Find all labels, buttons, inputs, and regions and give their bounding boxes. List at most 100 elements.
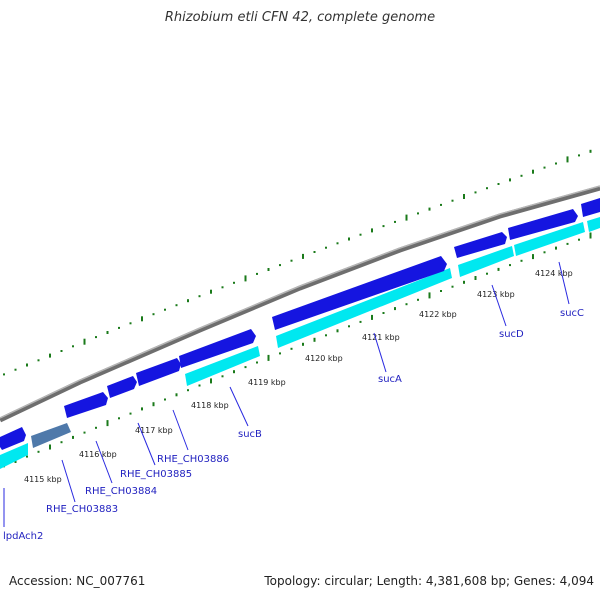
gc-mark [244,366,247,369]
gc-mark [141,316,143,322]
gc-mark [256,272,258,275]
kbp-tick-label: 4121 kbp [362,333,400,342]
gc-mark [26,363,28,367]
gene-leader-lines [3,261,570,527]
genome-backbone [0,185,600,423]
gene-label-rhe-ch03885[interactable]: RHE_CH03885 [120,469,192,480]
gene-arrow-rhe-ch03885[interactable] [107,376,137,398]
gc-mark [555,246,557,250]
accession-label: Accession: NC_007761 [9,574,146,588]
gc-mark [37,450,40,453]
cds-band-segment [0,443,28,469]
gc-content-outer-track [3,149,592,376]
gc-mark [221,286,224,289]
kbp-tick-label: 4117 kbp [135,426,173,435]
gc-mark [187,299,189,303]
gc-mark [3,373,5,376]
gc-mark [198,295,201,298]
leader-line [61,459,76,503]
gene-arrow-rhe-ch03886[interactable] [136,358,181,386]
leader-line [491,284,507,327]
gc-mark [382,225,385,228]
leader-line [95,440,113,484]
gc-mark [451,285,454,288]
gc-mark [428,207,431,211]
gc-mark [279,264,281,267]
gc-mark [164,398,166,401]
genome-backbone-highlight [0,185,600,419]
gc-mark [474,191,477,194]
gc-mark [279,352,281,355]
gc-mark [175,304,178,307]
gene-label-rhe-ch03883[interactable]: RHE_CH03883 [46,504,118,515]
gc-mark [589,232,592,239]
cds-band-segment [458,246,514,277]
gc-mark [532,254,534,260]
kbp-tick-label: 4116 kbp [79,450,117,459]
gc-mark [60,441,63,444]
gene-arrow-sucd[interactable] [454,232,507,258]
gc-mark [26,455,28,458]
gc-mark [555,162,557,165]
cds-band-segment [587,217,600,232]
cds-band-track [0,217,600,469]
gc-mark [302,342,304,346]
gc-mark [106,420,109,427]
gene-arrow-sucb[interactable] [179,329,256,368]
gene-arrow-rhe-ch03883[interactable] [31,423,71,448]
kbp-tick-label: 4123 kbp [477,290,515,299]
gc-mark [14,460,17,463]
gene-arrow-suca[interactable] [272,256,447,330]
kbp-scale: 4115 kbp 4116 kbp 4117 kbp 4118 kbp 4119… [24,269,573,484]
gene-label-succ[interactable]: sucC [560,308,584,319]
gc-mark [359,320,362,323]
gc-mark [198,384,201,387]
gc-mark [394,220,396,223]
gc-mark [106,331,109,334]
gc-mark [118,417,120,420]
gc-mark [348,325,350,328]
gene-label-lpdach2[interactable]: lpdAch2 [3,531,43,542]
gc-mark [566,156,569,163]
gc-mark [233,370,235,374]
gene-arrow-partial[interactable] [581,198,600,217]
leader-line [373,332,387,373]
gc-mark [497,267,500,271]
gc-mark [129,322,132,325]
gc-mark [95,336,97,339]
gene-arrow-rhe-ch03884[interactable] [64,392,108,418]
gc-content-inner-track [3,232,592,468]
gc-mark [14,368,17,371]
cds-band-segment [514,222,585,256]
gene-label-suca[interactable]: sucA [378,374,402,385]
gc-mark [509,264,511,267]
gc-mark [325,334,327,337]
gc-mark [463,280,465,284]
gc-mark [152,313,155,316]
gc-mark [152,402,155,407]
gc-mark [486,187,488,190]
kbp-tick-label: 4120 kbp [305,354,343,363]
gc-mark [141,407,143,411]
gc-mark [520,174,523,177]
kbp-tick-label: 4122 kbp [419,310,457,319]
gene-label-rhe-ch03886[interactable]: RHE_CH03886 [157,454,229,465]
gc-mark [37,359,40,362]
gene-label-sucd[interactable]: sucD [499,329,524,340]
gc-mark [313,251,316,253]
gc-mark [129,412,132,415]
gc-mark [543,251,546,254]
gc-mark [520,259,523,262]
gc-mark [267,268,270,271]
gene-arrow-succ[interactable] [508,209,578,240]
gc-mark [371,228,373,233]
gene-label-sucb[interactable]: sucB [238,429,262,440]
gene-label-rhe-ch03884[interactable]: RHE_CH03884 [85,486,157,497]
gene-arrow-lpdach2[interactable] [0,427,26,450]
gc-mark [325,246,327,249]
gc-mark [83,338,86,345]
gc-mark [497,183,500,185]
gc-mark [359,233,362,236]
kbp-tick-label: 4124 kbp [535,269,573,278]
